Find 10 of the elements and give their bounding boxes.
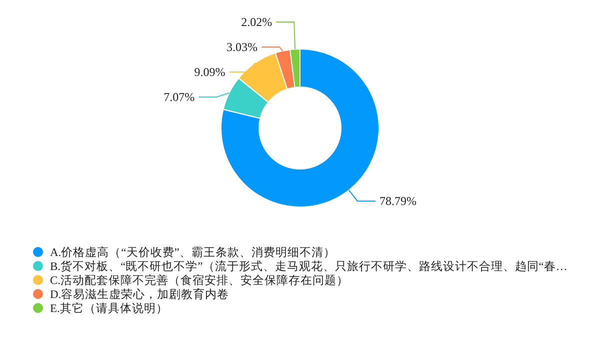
data-label: 7.07% (164, 90, 195, 104)
data-label: 78.79% (379, 194, 416, 208)
data-label: 3.03% (226, 40, 258, 54)
legend-label: A.价格虚高（“天价收费”、霸王条款、消费明细不清） (50, 245, 336, 259)
data-label: 9.09% (194, 65, 226, 79)
legend-label: C.活动配套保障不完善（食宿安排、安全保障存在问题） (50, 273, 349, 287)
legend-label: E.其它（请具体说明） (50, 301, 168, 315)
data-label: 2.02% (241, 15, 272, 29)
legend-label: D.容易滋生虚荣心，加剧教育内卷 (50, 287, 230, 301)
legend-label: B.货不对板、“既不研也不学”（流于形式、走马观花、只旅行不研学、路线设计不合理、趋同“春… (50, 259, 568, 273)
